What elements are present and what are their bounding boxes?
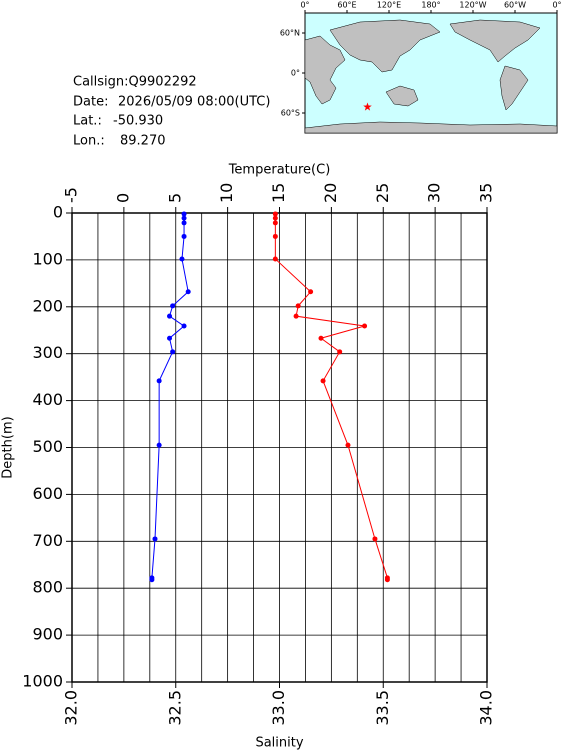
y-tick-label: 1000 (22, 672, 63, 691)
x2-tick-label: 20 (321, 183, 340, 203)
x-axis-label: Salinity (255, 736, 303, 751)
map-y-tick-label: 0° (291, 69, 300, 78)
profile-point (345, 442, 351, 448)
south-america (499, 65, 529, 111)
x2-tick-label: 10 (217, 183, 236, 203)
y-tick-label: 900 (32, 625, 63, 644)
y-axis-label: Depth(m) (1, 416, 16, 478)
antarctica (304, 121, 558, 134)
date-label: Date: (73, 95, 108, 110)
profile-point (156, 442, 162, 448)
x-tick-label: 32.5 (165, 690, 184, 726)
profile-point (167, 335, 173, 341)
x2-tick-label: -5 (62, 187, 81, 203)
profile-point (185, 289, 191, 295)
profile-point (272, 233, 278, 239)
y-tick-label: 600 (32, 484, 63, 503)
lat-label: Lat.: (73, 114, 102, 129)
x2-tick-label: 15 (269, 183, 288, 203)
x-tick-label: 33.5 (373, 690, 392, 726)
profile-point (181, 233, 187, 239)
map-x-tick-label: 60°E (337, 1, 356, 10)
profile-point (308, 289, 314, 295)
map-y-tick-label: 60°N (280, 29, 300, 38)
profile-point (181, 323, 187, 329)
profile-point (318, 335, 324, 341)
date: 2026/05/09 08:00(UTC) (118, 95, 270, 110)
lat: -50.930 (113, 114, 163, 129)
y-tick-label: 500 (32, 437, 63, 456)
y-tick-label: 400 (32, 390, 63, 409)
map-x-tick-label: 120°W (459, 1, 486, 10)
map-x-tick-label: 180° (421, 1, 440, 10)
y-tick-label: 200 (32, 296, 63, 315)
profile-point (167, 313, 173, 319)
y-tick-label: 0 (53, 203, 63, 222)
north-america (449, 19, 541, 63)
africa-europe (304, 35, 346, 105)
map-x-tick-label: 60°W (504, 1, 526, 10)
profile-point (293, 313, 299, 319)
profile-point (384, 577, 390, 583)
y-tick-label: 100 (32, 249, 63, 268)
x-tick-label: 34.0 (477, 690, 496, 726)
profile-point (181, 215, 187, 221)
profile-point (337, 349, 343, 355)
y-tick-label: 300 (32, 343, 63, 362)
lon-label: Lon.: (73, 134, 105, 149)
profile-point (170, 303, 176, 309)
profile-point (295, 303, 301, 309)
x2-tick-label: 35 (477, 183, 496, 203)
profile-point (272, 220, 278, 226)
map-x-tick-label: 120°E (377, 1, 401, 10)
x2-tick-label: 0 (113, 193, 132, 203)
x2-tick-label: 25 (373, 183, 392, 203)
x-tick-label: 32.0 (62, 690, 81, 726)
callsign: Callsign:Q9902292 (73, 75, 197, 90)
profile-point (372, 536, 378, 542)
profile-point (272, 215, 278, 221)
map-x-tick-label: 0° (552, 1, 561, 10)
profile-line (151, 213, 189, 580)
profile-point (181, 220, 187, 226)
profile-point (170, 349, 176, 355)
australia (385, 85, 419, 107)
x2-axis-label: Temperature(C) (228, 163, 331, 178)
profile-point (181, 211, 187, 217)
profile-point (156, 378, 162, 384)
asia (329, 19, 441, 73)
x2-tick-label: 5 (165, 193, 184, 203)
x-tick-label: 33.0 (269, 690, 288, 726)
land (304, 19, 558, 134)
profile-point (362, 323, 368, 329)
station-marker (363, 102, 372, 111)
y-tick-label: 800 (32, 578, 63, 597)
station-info: Callsign:Q9902292 Date: 2026/05/09 08:00… (73, 75, 270, 149)
profile-point (272, 256, 278, 262)
map: 0° 60°E 120°E 180° 120°W 60°W 0° 60°N 0° 60°S (280, 1, 562, 134)
lon: 89.270 (120, 134, 166, 149)
profile-line (274, 213, 388, 580)
profile-point (149, 577, 155, 583)
y-tick-label: 700 (32, 531, 63, 550)
profile-point (272, 211, 278, 217)
map-x-tick-label: 0° (300, 1, 309, 10)
map-y-tick-label: 60°S (281, 109, 300, 118)
profile-point (320, 378, 326, 384)
profile-point (179, 256, 185, 262)
x2-tick-label: 30 (425, 183, 444, 203)
profile-point (152, 536, 158, 542)
